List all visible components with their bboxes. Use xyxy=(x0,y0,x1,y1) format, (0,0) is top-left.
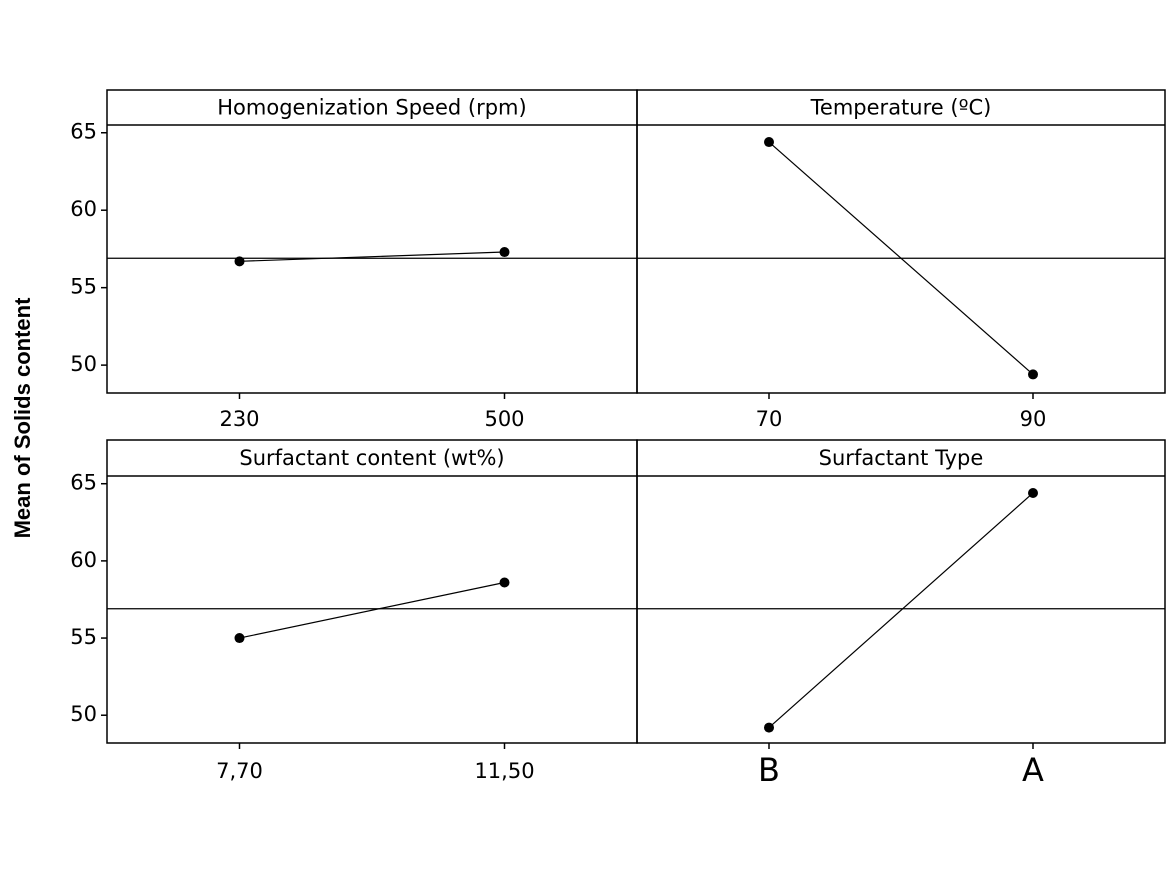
x-tick-label: A xyxy=(1022,751,1044,789)
x-tick-label: 11,50 xyxy=(474,759,534,783)
panel-title: Surfactant Type xyxy=(819,446,984,470)
y-tick-label: 65 xyxy=(70,471,97,495)
line xyxy=(239,251,505,262)
y-tick-label: 55 xyxy=(70,625,97,649)
x-tick-label: 70 xyxy=(756,407,783,431)
y-axis-label: Mean of Solids content xyxy=(10,297,35,538)
line xyxy=(768,141,1034,375)
line xyxy=(239,581,505,639)
y-tick-label: 50 xyxy=(70,702,97,726)
x-tick-label: 90 xyxy=(1020,407,1047,431)
point xyxy=(764,137,774,148)
panel-title: Temperature (ºC) xyxy=(810,96,992,120)
panel-title: Surfactant content (wt%) xyxy=(239,446,504,470)
panel-frame xyxy=(636,439,1166,744)
point xyxy=(764,722,774,733)
panel-frame xyxy=(636,89,1166,394)
line xyxy=(768,492,1034,729)
x-tick-label: 7,70 xyxy=(216,759,263,783)
x-tick-label: B xyxy=(758,751,780,789)
y-tick-label: 65 xyxy=(70,120,97,144)
point xyxy=(499,247,510,258)
x-tick-label: 500 xyxy=(484,407,524,431)
panel-title: Homogenization Speed (rpm) xyxy=(217,96,526,120)
point xyxy=(1028,487,1038,498)
x-tick-label: 230 xyxy=(219,407,259,431)
y-tick-label: 60 xyxy=(70,197,97,221)
point xyxy=(499,577,510,588)
point xyxy=(234,256,245,267)
point xyxy=(234,633,245,644)
y-tick-label: 55 xyxy=(70,275,97,299)
y-tick-label: 60 xyxy=(70,548,97,572)
y-tick-label: 50 xyxy=(70,352,97,376)
point xyxy=(1028,369,1038,380)
